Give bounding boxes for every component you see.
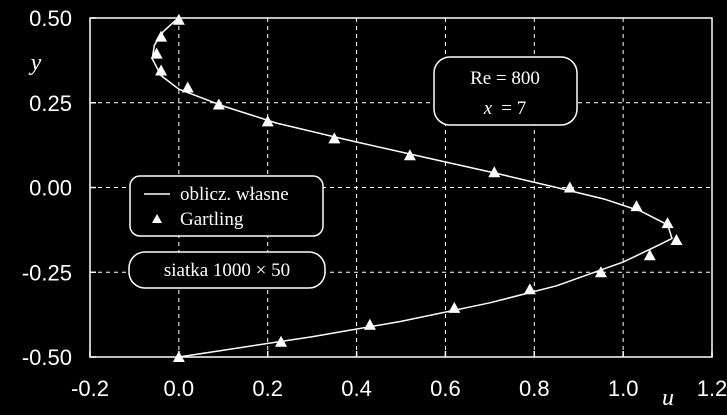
gartling-point xyxy=(661,217,674,229)
gartling-point xyxy=(261,115,274,127)
x-tick-label: 0.2 xyxy=(252,376,283,401)
gartling-point xyxy=(523,283,536,295)
mesh-info-label: siatka 1000 × 50 xyxy=(164,260,290,281)
x-tick-label: -0.2 xyxy=(71,376,109,401)
gartling-point xyxy=(363,318,376,330)
x-tick-label: 0.4 xyxy=(341,376,372,401)
x-tick-label: 1.2 xyxy=(697,376,727,401)
gartling-point xyxy=(403,149,416,161)
legend-triangle-swatch xyxy=(152,214,162,223)
y-tick-label: -0.25 xyxy=(22,260,72,285)
y-tick-label: 0.25 xyxy=(29,91,72,116)
y-tick-label: 0.50 xyxy=(29,6,72,31)
x-tick-label: 0.8 xyxy=(519,376,550,401)
gartling-point xyxy=(172,351,185,362)
gartling-point xyxy=(150,47,163,59)
re-value: Re = 800 xyxy=(470,68,540,89)
legend-line-label: oblicz. własne xyxy=(180,184,289,205)
gartling-point xyxy=(448,301,461,313)
gartling-point xyxy=(155,64,168,76)
x-tick-label: 0.6 xyxy=(430,376,461,401)
y-axis-label: y xyxy=(29,50,42,76)
y-tick-label: 0.00 xyxy=(29,176,72,201)
gartling-point xyxy=(670,234,683,246)
gartling-point xyxy=(630,200,643,212)
y-tick-label: -0.50 xyxy=(22,345,72,370)
gartling-point xyxy=(328,132,341,144)
parameter-box-frame xyxy=(433,56,578,126)
x-position-value: = 7 xyxy=(501,98,526,119)
gartling-point xyxy=(155,30,168,42)
gartling-point xyxy=(275,335,288,347)
gartling-point xyxy=(212,98,225,110)
gartling-point xyxy=(594,266,607,278)
x-tick-label: 1.0 xyxy=(608,376,639,401)
gartling-point xyxy=(563,181,576,193)
legend-frame xyxy=(129,175,324,237)
series-line-own-calculation xyxy=(151,17,673,358)
x-axis-label: u xyxy=(662,385,674,411)
mesh-info-frame xyxy=(128,251,326,289)
x-position-label: x xyxy=(483,98,493,119)
legend: oblicz. własne Gartling xyxy=(129,175,324,237)
y-tick-labels: 0.50 0.25 0.00 -0.25 -0.50 xyxy=(22,6,72,370)
mesh-info-box: siatka 1000 × 50 xyxy=(128,251,326,289)
x-position: x = 7 xyxy=(483,98,526,119)
gartling-point xyxy=(643,249,656,261)
x-tick-labels: -0.2 0.0 0.2 0.4 0.6 0.8 1.0 1.2 xyxy=(71,376,727,401)
gartling-point xyxy=(488,166,501,178)
series-markers-group xyxy=(150,13,683,362)
parameter-box: Re = 800 x = 7 xyxy=(433,56,578,126)
axes xyxy=(89,17,713,358)
legend-marker-label: Gartling xyxy=(180,209,244,230)
gartling-point xyxy=(172,13,185,25)
gartling-point xyxy=(181,81,194,93)
series-line-group xyxy=(151,17,673,358)
x-tick-label: 0.0 xyxy=(164,376,195,401)
